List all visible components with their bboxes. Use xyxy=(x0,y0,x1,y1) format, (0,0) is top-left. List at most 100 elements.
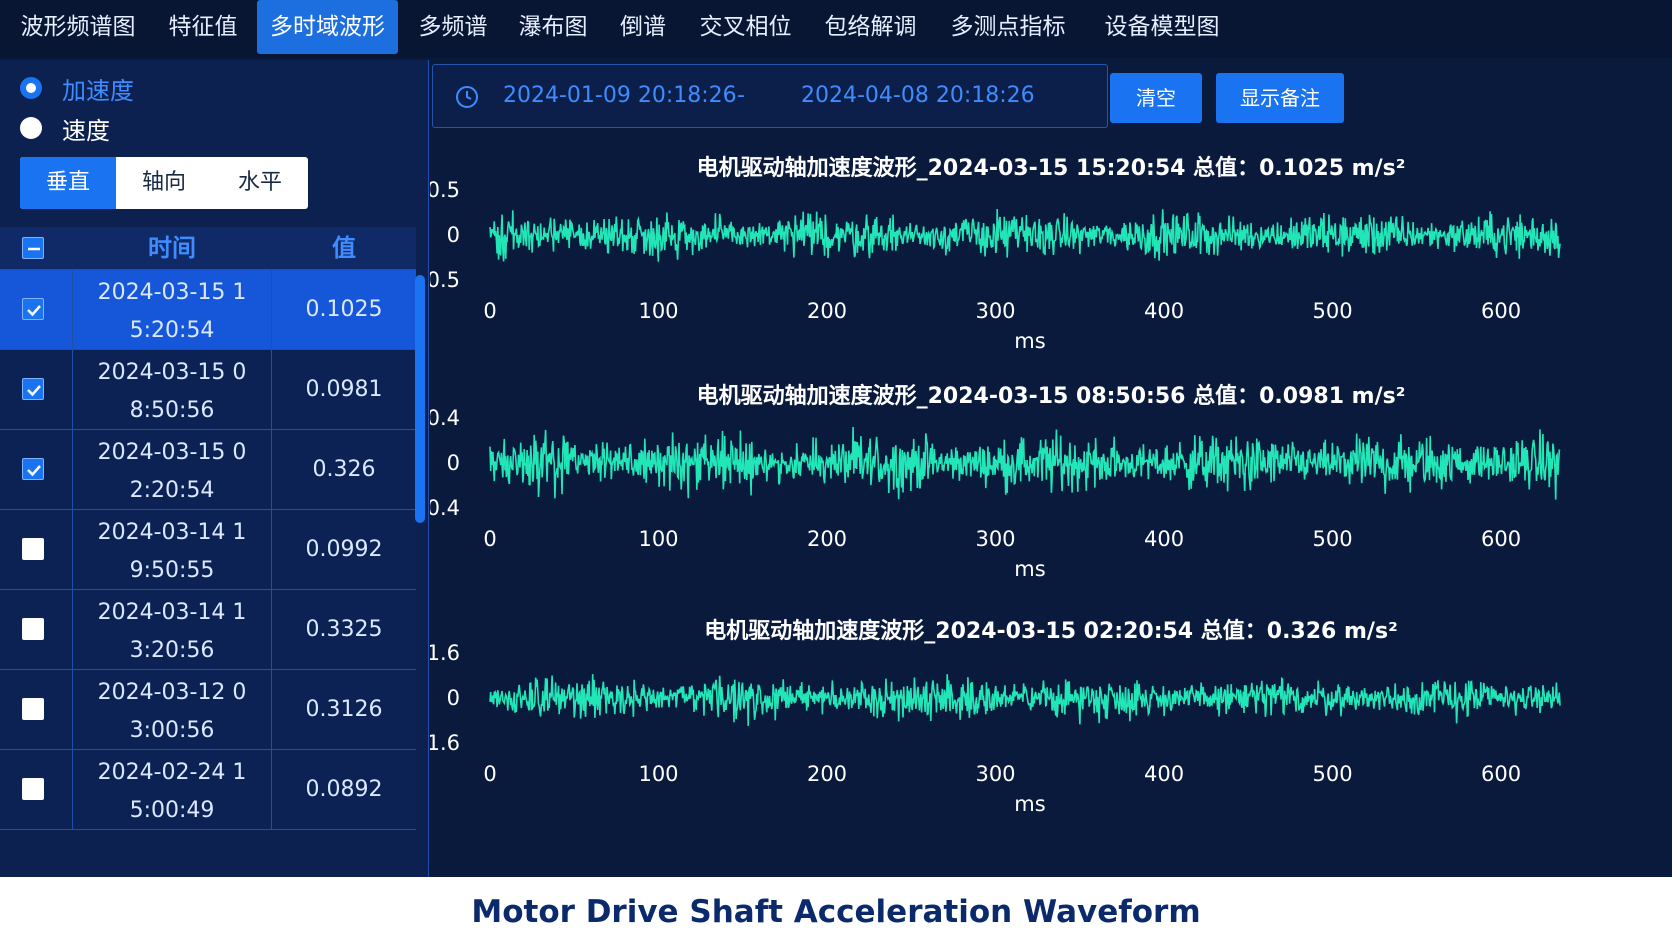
tab-envelope-demod[interactable]: 包络解调 xyxy=(824,14,917,40)
table-row[interactable]: 2024-03-15 0 8:50:56 0.0981 xyxy=(0,350,416,430)
clear-button[interactable]: 清空 xyxy=(1110,73,1202,123)
waveform-chart-1: 电机驱动轴加速度波形_2024-03-15 15:20:54 总值：0.1025… xyxy=(430,148,1672,388)
tab-cross-phase[interactable]: 交叉相位 xyxy=(699,14,792,40)
table-row[interactable]: 2024-03-15 1 5:20:54 0.1025 xyxy=(0,270,416,350)
x-tick-label: 600 xyxy=(1481,762,1521,786)
row-checkbox[interactable] xyxy=(22,698,44,720)
tab-device-model[interactable]: 设备模型图 xyxy=(1104,14,1220,40)
end-date[interactable]: 2024-04-08 20:18:26 xyxy=(801,83,1035,108)
row-checkbox[interactable] xyxy=(22,618,44,640)
select-all-checkbox[interactable] xyxy=(22,237,44,259)
tab-multi-time-waveform[interactable]: 多时域波形 xyxy=(257,0,398,54)
app-window: 波形频谱图 特征值 多时域波形 多频谱 瀑布图 倒谱 交叉相位 包络解调 多测点… xyxy=(0,0,1672,877)
cell-value: 0.3126 xyxy=(305,697,383,722)
date-range-picker[interactable]: 2024-01-09 20:18:26 - 2024-04-08 20:18:2… xyxy=(432,64,1108,128)
table-row[interactable]: 2024-03-14 1 3:20:56 0.3325 xyxy=(0,590,416,670)
table-row[interactable]: 2024-03-15 0 2:20:54 0.326 xyxy=(0,430,416,510)
table-row[interactable]: 2024-03-14 1 9:50:55 0.0992 xyxy=(0,510,416,590)
checkmark-icon xyxy=(27,305,41,317)
cell-time: 2024-02-24 1 5:00:49 xyxy=(72,750,272,829)
tab-multi-point-index[interactable]: 多测点指标 xyxy=(950,14,1066,40)
time-line-1: 2024-03-14 1 xyxy=(97,520,247,545)
table-row[interactable]: 2024-03-12 0 3:00:56 0.3126 xyxy=(0,670,416,750)
column-header-time[interactable]: 时间 xyxy=(148,234,196,262)
x-axis-label: ms xyxy=(1014,329,1045,353)
x-tick-label: 400 xyxy=(1144,527,1184,551)
x-tick-label: 100 xyxy=(638,299,678,323)
waveform-plot: 0.4 0 -0.4 0 100 200 300 400 500 600 ms xyxy=(430,406,1561,581)
direction-vertical-button[interactable]: 垂直 xyxy=(20,157,116,209)
row-checkbox[interactable] xyxy=(22,778,44,800)
tab-feature-values[interactable]: 特征值 xyxy=(168,14,238,40)
y-tick-label: 0 xyxy=(447,223,460,247)
waveform-plot: 1.6 0 -1.6 0 100 200 300 400 500 600 ms xyxy=(430,641,1561,816)
chart-title: 电机驱动轴加速度波形_2024-03-15 02:20:54 总值：0.326 … xyxy=(704,619,1398,644)
x-tick-label: 400 xyxy=(1144,762,1184,786)
top-nav: 波形频谱图 特征值 多时域波形 多频谱 瀑布图 倒谱 交叉相位 包络解调 多测点… xyxy=(0,0,1672,58)
cell-time: 2024-03-15 0 8:50:56 xyxy=(72,350,272,429)
x-tick-label: 600 xyxy=(1481,299,1521,323)
cell-value: 0.0992 xyxy=(305,537,383,562)
time-line-2: 3:20:56 xyxy=(129,638,215,663)
cell-time: 2024-03-15 1 5:20:54 xyxy=(72,270,272,349)
x-tick-label: 200 xyxy=(807,299,847,323)
show-notes-button[interactable]: 显示备注 xyxy=(1216,73,1344,123)
waveform-series-line xyxy=(489,208,1561,262)
y-tick-label: -0.5 xyxy=(430,268,460,292)
x-tick-label: 300 xyxy=(975,762,1015,786)
x-tick-label: 0 xyxy=(483,527,496,551)
cell-value: 0.326 xyxy=(312,457,376,482)
indeterminate-icon xyxy=(28,247,40,251)
tab-waveform-spectrum[interactable]: 波形频谱图 xyxy=(20,14,136,40)
x-tick-label: 100 xyxy=(638,527,678,551)
figure-caption: Motor Drive Shaft Acceleration Waveform xyxy=(471,894,1201,930)
time-line-2: 5:00:49 xyxy=(129,798,215,823)
clock-icon xyxy=(456,86,478,108)
x-tick-label: 400 xyxy=(1144,299,1184,323)
waveform-chart-3: 电机驱动轴加速度波形_2024-03-15 02:20:54 总值：0.326 … xyxy=(430,611,1672,851)
time-line-2: 5:20:54 xyxy=(129,318,215,343)
waveform-chart-2: 电机驱动轴加速度波形_2024-03-15 08:50:56 总值：0.0981… xyxy=(430,376,1672,616)
cell-time: 2024-03-12 0 3:00:56 xyxy=(72,670,272,749)
x-tick-label: 0 xyxy=(483,762,496,786)
y-tick-label: -1.6 xyxy=(430,731,460,755)
x-tick-label: 100 xyxy=(638,762,678,786)
table-scrollbar[interactable] xyxy=(415,275,425,523)
table-row[interactable]: 2024-02-24 1 5:00:49 0.0892 xyxy=(0,750,416,830)
start-date[interactable]: 2024-01-09 20:18:26 xyxy=(503,83,737,108)
tab-multi-spectrum[interactable]: 多频谱 xyxy=(418,14,488,40)
direction-toggle: 垂直 轴向 水平 xyxy=(20,157,308,209)
left-panel: 加速度 速度 垂直 轴向 水平 时间 值 2024-03-15 1 5:20:54… xyxy=(0,60,429,877)
radio-acceleration[interactable]: 加速度 xyxy=(20,72,134,105)
cell-time: 2024-03-14 1 9:50:55 xyxy=(72,510,272,589)
x-tick-label: 500 xyxy=(1312,527,1352,551)
time-line-2: 3:00:56 xyxy=(129,718,215,743)
radio-dot[interactable] xyxy=(20,117,42,139)
direction-axial-button[interactable]: 轴向 xyxy=(141,170,186,195)
cell-value: 0.3325 xyxy=(305,617,383,642)
record-table: 时间 值 2024-03-15 1 5:20:54 0.1025 2024-03-15… xyxy=(0,227,416,877)
radio-velocity[interactable]: 速度 xyxy=(20,112,110,145)
x-axis-label: ms xyxy=(1014,557,1045,581)
tab-cepstrum[interactable]: 倒谱 xyxy=(620,14,666,40)
y-tick-label: 0 xyxy=(447,686,460,710)
row-checkbox[interactable] xyxy=(22,298,44,320)
y-tick-label: 1.6 xyxy=(430,641,460,665)
direction-horizontal-button[interactable]: 水平 xyxy=(237,170,282,195)
waveform-series-line xyxy=(489,674,1561,726)
column-header-value[interactable]: 值 xyxy=(332,234,356,262)
date-separator: - xyxy=(737,83,745,108)
row-checkbox[interactable] xyxy=(22,458,44,480)
chart-title: 电机驱动轴加速度波形_2024-03-15 08:50:56 总值：0.0981… xyxy=(696,384,1406,409)
waveform-plot: 0.5 0 -0.5 0 100 200 300 400 500 600 ms xyxy=(430,178,1561,353)
x-tick-label: 200 xyxy=(807,527,847,551)
x-tick-label: 500 xyxy=(1312,762,1352,786)
tab-waterfall[interactable]: 瀑布图 xyxy=(518,14,588,40)
y-tick-label: 0.5 xyxy=(430,178,460,202)
row-checkbox[interactable] xyxy=(22,378,44,400)
time-line-1: 2024-03-15 0 xyxy=(97,360,247,385)
time-line-2: 8:50:56 xyxy=(129,398,215,423)
radio-dot-checked[interactable] xyxy=(20,77,42,99)
x-axis-label: ms xyxy=(1014,792,1045,816)
row-checkbox[interactable] xyxy=(22,538,44,560)
